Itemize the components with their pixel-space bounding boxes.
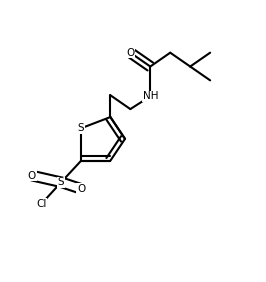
Text: O: O (28, 171, 36, 180)
Text: S: S (78, 123, 84, 133)
Text: O: O (77, 184, 85, 194)
Text: Cl: Cl (36, 199, 47, 209)
Text: NH: NH (143, 91, 158, 101)
Text: S: S (58, 177, 64, 187)
Text: O: O (126, 48, 135, 58)
